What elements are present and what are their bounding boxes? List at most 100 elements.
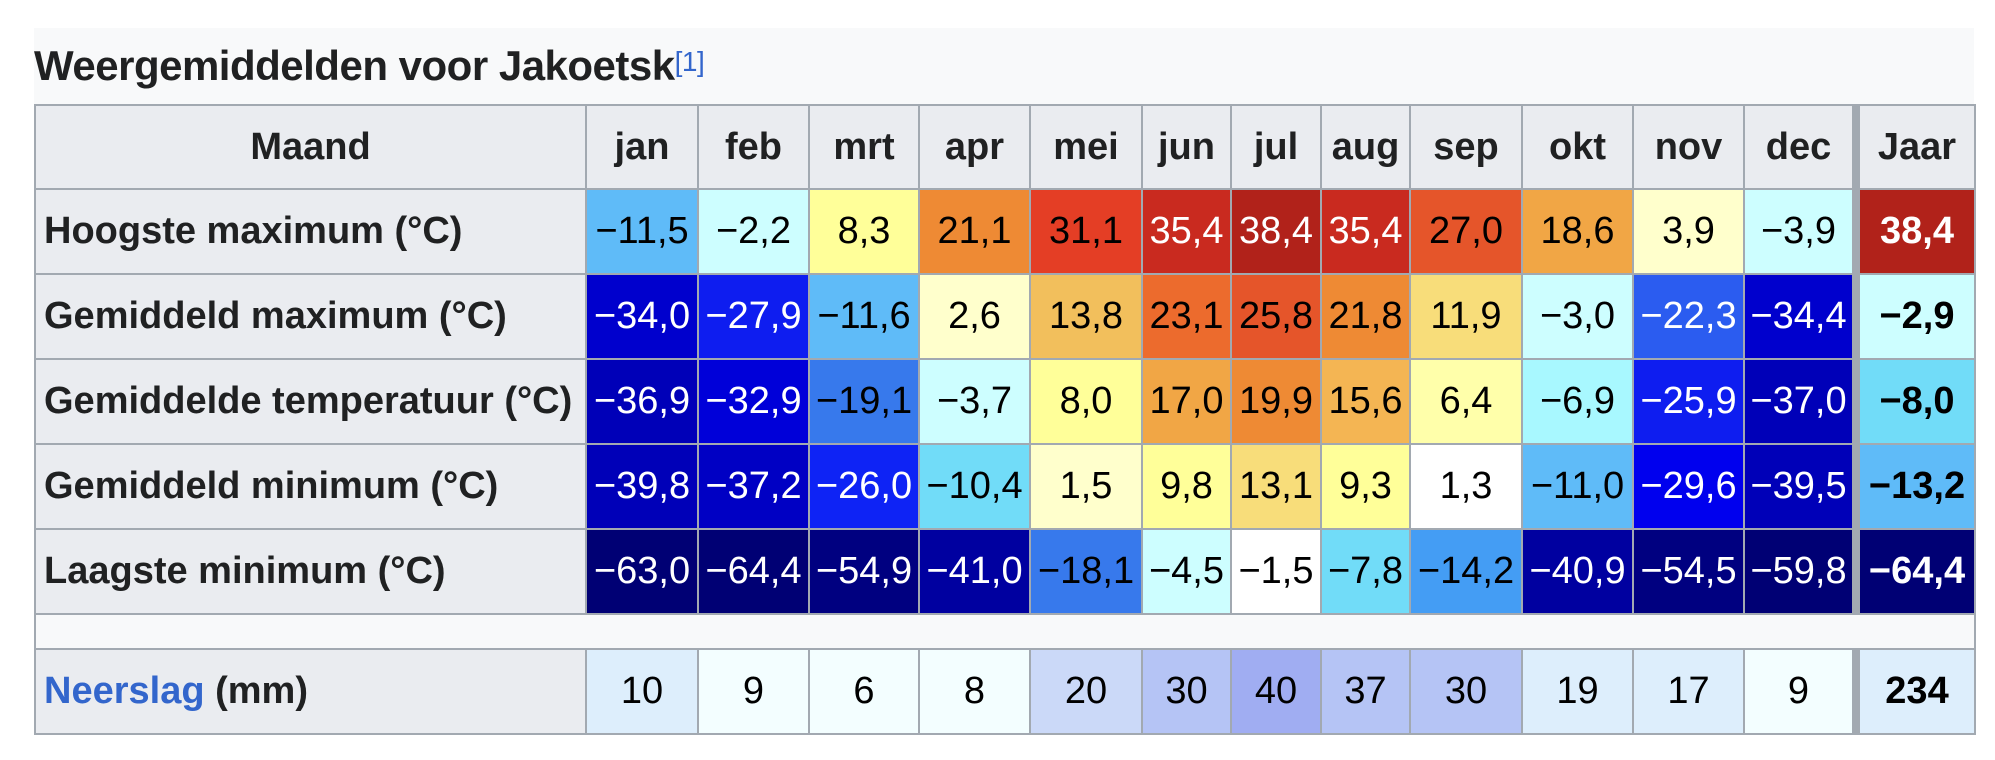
temperature-cell: 38,4 — [1230, 188, 1322, 275]
temperature-cell: −34,0 — [585, 273, 699, 360]
header-month: feb — [697, 104, 810, 190]
temperature-cell: 25,8 — [1230, 273, 1322, 360]
header-year: Jaar — [1852, 104, 1976, 190]
temperature-cell: 18,6 — [1521, 188, 1634, 275]
caption-title: Weergemiddelden voor Jakoetsk — [34, 42, 675, 89]
precipitation-cell: 37 — [1320, 648, 1411, 735]
year-cell: −64,4 — [1852, 528, 1976, 615]
temperature-cell: −54,5 — [1632, 528, 1745, 615]
temperature-cell: −25,9 — [1632, 358, 1745, 445]
precipitation-cell: 20 — [1029, 648, 1143, 735]
temperature-cell: 17,0 — [1141, 358, 1232, 445]
temperature-cell: 35,4 — [1141, 188, 1232, 275]
temperature-cell: −18,1 — [1029, 528, 1143, 615]
precipitation-cell: 40 — [1230, 648, 1322, 735]
temperature-row: Laagste minimum (°C) −63,0 −64,4 −54,9 −41,0… — [34, 528, 1976, 615]
temperature-cell: −39,5 — [1743, 443, 1857, 530]
precipitation-unit: (mm) — [204, 670, 308, 712]
header-month: apr — [918, 104, 1031, 190]
header-month: sep — [1409, 104, 1523, 190]
row-label: Neerslag (mm) — [34, 648, 587, 735]
header-month: jun — [1141, 104, 1232, 190]
temperature-cell: −11,6 — [808, 273, 920, 360]
header-month: aug — [1320, 104, 1411, 190]
reference-link[interactable]: [1] — [674, 46, 705, 77]
temperature-cell: −11,5 — [585, 188, 699, 275]
temperature-cell: 31,1 — [1029, 188, 1143, 275]
temperature-cell: 35,4 — [1320, 188, 1411, 275]
climate-table-container: Weergemiddelden voor Jakoetsk [1] Maand j… — [34, 28, 1976, 735]
year-cell: −13,2 — [1852, 443, 1976, 530]
year-cell: 38,4 — [1852, 188, 1976, 275]
year-cell: −8,0 — [1852, 358, 1976, 445]
temperature-cell: −29,6 — [1632, 443, 1745, 530]
temperature-cell: −19,1 — [808, 358, 920, 445]
temperature-cell: −27,9 — [697, 273, 810, 360]
row-label: Laagste minimum (°C) — [34, 528, 587, 615]
precipitation-cell: 19 — [1521, 648, 1634, 735]
temperature-cell: 6,4 — [1409, 358, 1523, 445]
header-month: jan — [585, 104, 699, 190]
temperature-cell: −39,8 — [585, 443, 699, 530]
precipitation-cell: 9 — [1743, 648, 1857, 735]
temperature-cell: 21,1 — [918, 188, 1031, 275]
row-label: Gemiddeld maximum (°C) — [34, 273, 587, 360]
precipitation-cell: 6 — [808, 648, 920, 735]
temperature-cell: −63,0 — [585, 528, 699, 615]
header-row: Maand jan feb mrt apr mei jun jul aug se… — [34, 104, 1976, 190]
temperature-cell: −59,8 — [1743, 528, 1857, 615]
temperature-cell: −40,9 — [1521, 528, 1634, 615]
header-month: mrt — [808, 104, 920, 190]
temperature-cell: 21,8 — [1320, 273, 1411, 360]
year-cell: −2,9 — [1852, 273, 1976, 360]
temperature-cell: 1,5 — [1029, 443, 1143, 530]
temperature-cell: −37,0 — [1743, 358, 1857, 445]
temperature-row: Gemiddeld minimum (°C) −39,8 −37,2 −26,0 −10… — [34, 443, 1976, 530]
temperature-cell: 8,3 — [808, 188, 920, 275]
temperature-cell: 13,8 — [1029, 273, 1143, 360]
temperature-cell: −7,8 — [1320, 528, 1411, 615]
temperature-cell: −22,3 — [1632, 273, 1745, 360]
temperature-cell: −3,7 — [918, 358, 1031, 445]
table-caption: Weergemiddelden voor Jakoetsk [1] — [34, 28, 1974, 104]
temperature-cell: −64,4 — [697, 528, 810, 615]
temperature-row: Gemiddeld maximum (°C) −34,0 −27,9 −11,6 2,6… — [34, 273, 1976, 360]
temperature-cell: 3,9 — [1632, 188, 1745, 275]
temperature-cell: 1,3 — [1409, 443, 1523, 530]
header-month: nov — [1632, 104, 1745, 190]
header-month: jul — [1230, 104, 1322, 190]
temperature-cell: −10,4 — [918, 443, 1031, 530]
temperature-cell: 23,1 — [1141, 273, 1232, 360]
row-label: Gemiddelde temperatuur (°C) — [34, 358, 587, 445]
temperature-cell: −41,0 — [918, 528, 1031, 615]
temperature-cell: −11,0 — [1521, 443, 1634, 530]
precipitation-cell: 9 — [697, 648, 810, 735]
temperature-cell: −32,9 — [697, 358, 810, 445]
header-month: mei — [1029, 104, 1143, 190]
temperature-cell: −37,2 — [697, 443, 810, 530]
header-month: dec — [1743, 104, 1857, 190]
temperature-row: Hoogste maximum (°C) −11,5 −2,2 8,3 21,1 31,1… — [34, 188, 1976, 275]
temperature-cell: −3,9 — [1743, 188, 1857, 275]
temperature-cell: 11,9 — [1409, 273, 1523, 360]
temperature-cell: 13,1 — [1230, 443, 1322, 530]
temperature-cell: 19,9 — [1230, 358, 1322, 445]
temperature-cell: 9,8 — [1141, 443, 1232, 530]
spacer-row — [34, 613, 1976, 650]
year-cell: 234 — [1852, 648, 1976, 735]
temperature-cell: −26,0 — [808, 443, 920, 530]
precipitation-link[interactable]: Neerslag — [44, 670, 205, 712]
precipitation-cell: 30 — [1409, 648, 1523, 735]
header-month-label: Maand — [34, 104, 587, 190]
climate-table: Maand jan feb mrt apr mei jun jul aug se… — [34, 104, 1976, 735]
temperature-cell: −6,9 — [1521, 358, 1634, 445]
temperature-cell: 8,0 — [1029, 358, 1143, 445]
temperature-cell: 15,6 — [1320, 358, 1411, 445]
precipitation-row: Neerslag (mm) 10 9 6 8 20 30 40 37 30 19 17 9 234 — [34, 648, 1976, 735]
temperature-cell: −34,4 — [1743, 273, 1857, 360]
spacer-cell — [34, 613, 1976, 650]
temperature-cell: −4,5 — [1141, 528, 1232, 615]
precipitation-cell: 8 — [918, 648, 1031, 735]
temperature-cell: −54,9 — [808, 528, 920, 615]
precipitation-cell: 30 — [1141, 648, 1232, 735]
